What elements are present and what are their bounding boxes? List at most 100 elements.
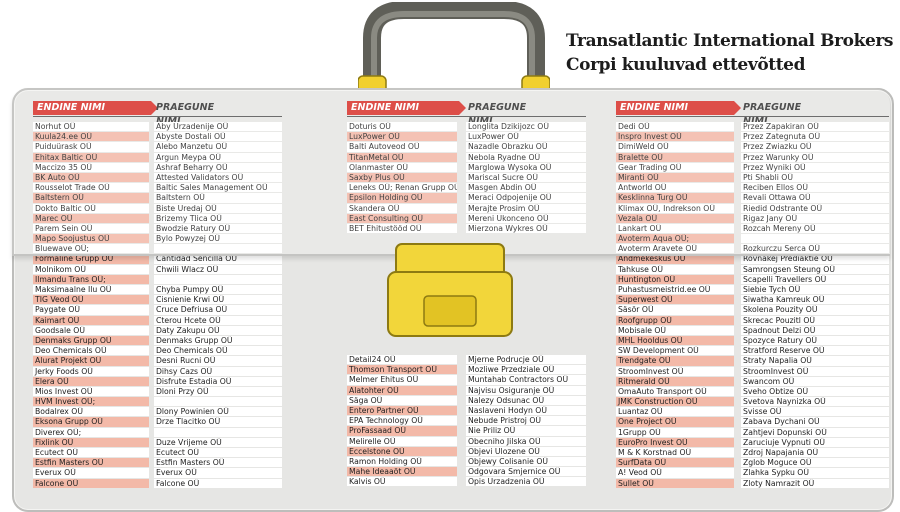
current-name-cell: Scapelli Travellers OÜ — [741, 274, 889, 284]
former-name-cell: Mios Invest OÜ — [33, 386, 149, 397]
current-name-cell: Mjerne Podrucje OÜ — [466, 355, 586, 365]
former-name-cell: EuroPro Invest OÜ — [616, 437, 734, 447]
former-name-cell: Balti Autoveod OÜ — [347, 142, 457, 152]
former-name-cell: Superwest OÜ — [616, 295, 734, 305]
current-name-cell: Skrecac Pouzitl OÜ — [741, 315, 889, 325]
former-name-cell: Everux OÜ — [33, 468, 149, 478]
former-name-cell: Kuula24.ee OÜ — [33, 132, 149, 142]
former-name-cell: A! Veod OÜ — [616, 468, 734, 478]
former-name-cell: Eksona Grupp OÜ — [33, 417, 149, 427]
current-name-cell: Falcone OÜ — [154, 478, 282, 488]
current-name-cell: Stratford Reserve OÜ — [741, 346, 889, 356]
current-name-cell: Muntahab Contractors OÜ — [466, 375, 586, 385]
former-name-cell: Kesklinna Turg OÜ — [616, 193, 734, 203]
current-name-cell: LuxPower OÜ — [466, 132, 586, 142]
former-name-cell: Kalvis OÜ — [347, 477, 457, 487]
current-name-header: PRAEGUNE NIMI — [743, 102, 802, 127]
former-name-cell: Mobisale OÜ — [616, 325, 734, 335]
former-name-cell: Estfin Masters OÜ — [33, 458, 149, 468]
current-name-cell: Daty Zakupu OÜ — [154, 325, 282, 335]
former-name-cell: Leneks OÜ; Renan Grupp OÜ — [347, 183, 457, 193]
current-name-cell: Brizemy Tlica OÜ — [154, 213, 282, 223]
current-name-cell: Spadnout Delzi OÜ — [741, 325, 889, 335]
current-name-cell: Mariscal Sucre OÜ — [466, 172, 586, 183]
current-name-cell: Zlahka Sypku OÜ — [741, 468, 889, 478]
former-name-cell: TIG Veod OÜ — [33, 295, 149, 305]
former-name-cell: Parem Sein OÜ — [33, 223, 149, 234]
current-name-cell: Ashraf Beharry OÜ — [154, 162, 282, 172]
former-name-cell: Jerky Foods OÜ — [33, 366, 149, 376]
former-name-cell: Eccelstone OÜ — [347, 446, 457, 456]
former-name-cell: Falcone OÜ — [33, 478, 149, 488]
former-name-cell: Skandera OÜ — [347, 203, 457, 213]
former-name-cell: MHL Hooldus OÜ — [616, 335, 734, 346]
current-name-cell: Rovnakej Prediaktie OÜ — [741, 254, 889, 264]
current-name-cell: Przez Zategnuta OÜ — [741, 132, 889, 142]
current-name-cell: Nebude Pristroj OÜ — [466, 416, 586, 426]
current-name-cell: Argun Meypa OÜ — [154, 152, 282, 162]
current-name-cell: Duze Vrijeme OÜ — [154, 437, 282, 447]
current-name-cell: Cruce Defriusa OÜ — [154, 305, 282, 315]
current-name-cell: Meraci Odpojenije OÜ — [466, 193, 586, 203]
current-name-cell — [154, 244, 282, 254]
current-name-cell: Zdroj Napajania OÜ — [741, 448, 889, 458]
former-name-cell: Formaline Grupp OÜ — [33, 254, 149, 264]
current-name-cell: Nalezy Odsunac OÜ — [466, 395, 586, 405]
current-name-cell: Nie Priliz OÜ — [466, 426, 586, 436]
former-name-cell: BET Ehitustööd OÜ — [347, 223, 457, 234]
former-name-cell: ProFassaad OÜ — [347, 426, 457, 436]
former-name-cell: 1Grupp OÜ — [616, 427, 734, 437]
former-name-cell: Diverex OÜ; — [33, 427, 149, 437]
former-name-cell: Ilmandu Trans OÜ; — [33, 274, 149, 284]
current-name-cell: Longlita Dzikijozc OÜ — [466, 122, 586, 132]
current-name-cell: Swancom OÜ — [741, 376, 889, 386]
former-name-cell: StroomInvest OÜ — [616, 366, 734, 376]
former-name-cell: Maksimaalne Ilu OÜ — [33, 285, 149, 295]
former-name-cell: DimiWeld OÜ — [616, 142, 734, 152]
former-name-cell: Vezala OÜ — [616, 213, 734, 223]
former-name-cell: BK Auto OÜ — [33, 172, 149, 183]
current-name-cell: Sveho Obtize OÜ — [741, 386, 889, 397]
current-name-cell: Deo Chemicals OÜ — [154, 346, 282, 356]
former-name-cell: TitanMetal OÜ — [347, 152, 457, 162]
current-name-cell: Estfin Masters OÜ — [154, 458, 282, 468]
old-name-header: ENDINE NIMI — [347, 101, 466, 115]
current-name-cell — [154, 274, 282, 284]
current-name-cell: Zaruciuje Vypnuti OÜ — [741, 437, 889, 447]
former-name-cell: Marec OÜ — [33, 213, 149, 223]
current-name-cell: Abyste Dostali OÜ — [154, 132, 282, 142]
current-name-cell: Przez Wyniki OÜ — [741, 162, 889, 172]
former-name-cell: Ehitax Baltic OÜ — [33, 152, 149, 162]
current-name-cell: Dihsy Cazs OÜ — [154, 366, 282, 376]
header-divider — [33, 116, 282, 117]
page-title: Transatlantic International Brokers Corp… — [566, 31, 894, 75]
current-name-cell: Mereni Ukonceno OÜ — [466, 213, 586, 223]
old-name-header: ENDINE NIMI — [33, 101, 158, 115]
former-name-cell: Baltstern OÜ — [33, 193, 149, 203]
current-name-cell: Baltstern OÜ — [154, 193, 282, 203]
current-name-cell: Spozyce Ratury OÜ — [741, 335, 889, 346]
current-name-cell: Svisse OÜ — [741, 407, 889, 417]
current-name-header: PRAEGUNE NIMI — [468, 102, 527, 127]
former-name-cell: Mahe Ideaaöt OÜ — [347, 467, 457, 477]
former-name-cell: Gear Trading OÜ — [616, 162, 734, 172]
current-name-cell: Denmaks Grupp OÜ — [154, 335, 282, 346]
current-name-header: PRAEGUNE NIMI — [156, 102, 215, 127]
current-name-cell: Cisnienie Krwi OÜ — [154, 295, 282, 305]
former-name-cell: Denmaks Grupp OÜ — [33, 335, 149, 346]
former-name-cell: Melirelle OÜ — [347, 436, 457, 446]
former-name-cell: Olanmaster OÜ — [347, 162, 457, 172]
former-name-cell: Dedi OÜ — [616, 122, 734, 132]
current-name-cell: Odgovara Smjernice OÜ — [466, 467, 586, 477]
current-name-cell: Samrongsen Steung OÜ — [741, 264, 889, 274]
former-name-cell: Lankart OÜ — [616, 223, 734, 234]
former-name-cell: Miranti OÜ — [616, 172, 734, 183]
current-name-cell: Przez Zapakiran OÜ — [741, 122, 889, 132]
former-name-cell: Doturis OÜ — [347, 122, 457, 132]
current-name-cell: Mozliwe Przedziale OÜ — [466, 365, 586, 375]
former-name-cell: Thomson Transport OÜ — [347, 365, 457, 375]
former-name-cell: LuxPower OÜ — [347, 132, 457, 142]
current-name-cell: Ecutect OÜ — [154, 448, 282, 458]
former-name-cell: Alatohter OÜ — [347, 385, 457, 395]
current-name-cell: Nazadle Obrazku OÜ — [466, 142, 586, 152]
